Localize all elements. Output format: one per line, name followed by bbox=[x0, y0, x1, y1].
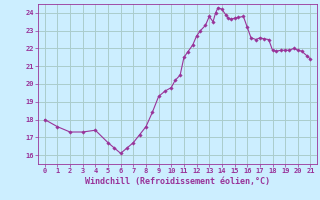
X-axis label: Windchill (Refroidissement éolien,°C): Windchill (Refroidissement éolien,°C) bbox=[85, 177, 270, 186]
